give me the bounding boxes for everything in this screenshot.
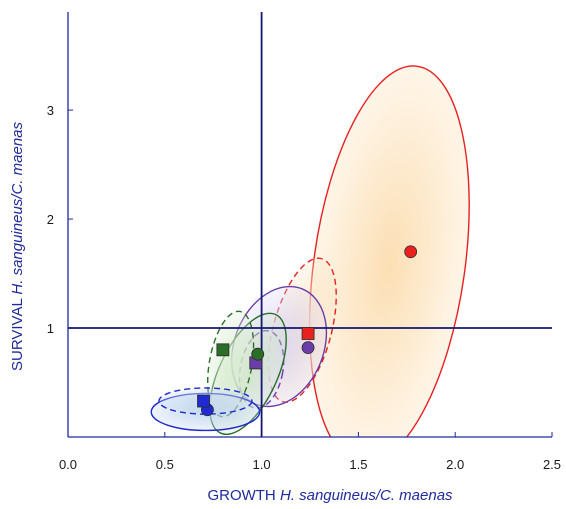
x-axis-title-prefix: GROWTH bbox=[207, 487, 280, 504]
y-tick-label: 1 bbox=[47, 321, 54, 336]
point-circle-series-3 bbox=[301, 341, 315, 355]
point-square-series-2 bbox=[301, 327, 315, 340]
tick-labels: 0.0 0.5 1.0 1.5 2.0 2.5 1 2 3 bbox=[47, 103, 561, 472]
x-tick-label: 2.0 bbox=[446, 457, 464, 472]
y-axis-title: SURVIVAL H. sanguineus/C. maenas bbox=[9, 121, 26, 371]
y-axis-title-species: H. sanguineus/C. maenas bbox=[9, 121, 26, 294]
x-axis-title-species: H. sanguineus/C. maenas bbox=[280, 487, 453, 504]
x-tick-label: 0.5 bbox=[156, 457, 174, 472]
ellipse-series-1 bbox=[308, 65, 470, 437]
y-tick-label: 2 bbox=[47, 212, 54, 227]
x-tick-label: 2.5 bbox=[543, 457, 561, 472]
confidence-ellipses bbox=[150, 65, 470, 437]
data-points bbox=[197, 245, 418, 417]
x-tick-label: 1.0 bbox=[253, 457, 271, 472]
x-tick-label: 0.0 bbox=[59, 457, 77, 472]
point-circle-series-5 bbox=[251, 347, 265, 361]
x-tick-label: 1.5 bbox=[349, 457, 367, 472]
point-circle-series-1 bbox=[404, 245, 418, 259]
x-axis-title: GROWTH H. sanguineus/C. maenas bbox=[207, 487, 453, 504]
y-tick-label: 3 bbox=[47, 103, 54, 118]
y-axis-title-prefix: SURVIVAL bbox=[9, 295, 26, 371]
point-square-series-6 bbox=[216, 343, 230, 357]
point-square-series-8 bbox=[197, 394, 210, 408]
